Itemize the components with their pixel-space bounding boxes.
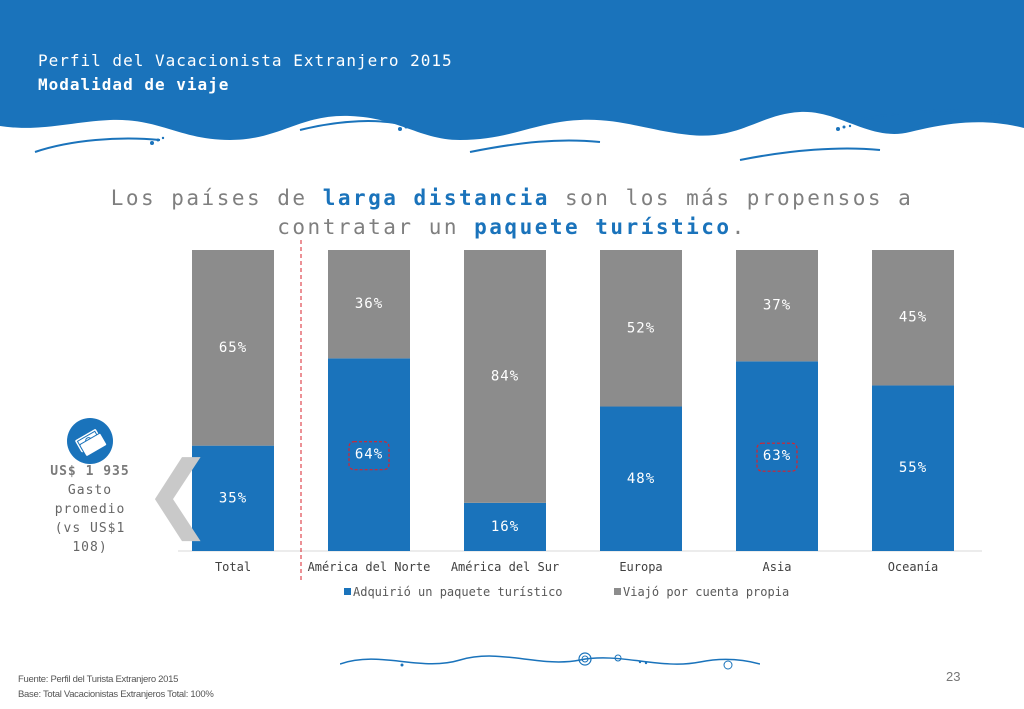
bar-segment (872, 250, 954, 386)
spend-label: Gasto promedio (vs US$1 108) (54, 483, 126, 555)
base-note: Base: Total Vacacionistas Extranjeros To… (18, 689, 214, 700)
category-label: América del Norte (308, 560, 431, 574)
category-label: Oceanía (888, 560, 939, 574)
bar-segment (192, 250, 274, 446)
bar-segment (872, 385, 954, 551)
bar-segment (600, 250, 682, 407)
data-label: 55% (899, 460, 927, 476)
data-label: 52% (627, 320, 655, 336)
money-stack-icon (67, 418, 113, 464)
headline: Los países de larga distancia son los má… (40, 184, 984, 242)
bar-segment (328, 250, 410, 359)
headline-part: Los países de (110, 186, 323, 210)
legend-swatch (614, 588, 621, 595)
category-label: Asia (763, 560, 792, 574)
data-label: 37% (763, 298, 791, 314)
highlight-box (756, 442, 798, 472)
page-number: 23 (946, 669, 961, 684)
bar-segment (736, 361, 818, 551)
bar-segment (600, 406, 682, 551)
footer-wave-decoration (340, 652, 760, 670)
data-label: 63% (763, 448, 791, 464)
data-label: 36% (355, 296, 383, 312)
legend-label: Viajó por cuenta propia (623, 585, 789, 599)
headline-part: son los más propensos a contratar un (277, 186, 914, 239)
section-title: Modalidad de viaje (38, 75, 230, 94)
report-title: Perfil del Vacacionista Extranjero 2015 (38, 51, 453, 70)
bar-segment (736, 250, 818, 362)
bar-segment (464, 502, 546, 551)
headline-highlight: larga distancia (322, 186, 550, 210)
highlight-box (348, 441, 390, 471)
stacked-bar-chart: 35% 65% Total 64% 36% América del Norte 16% 84%… (178, 240, 982, 599)
data-label: 84% (491, 368, 519, 384)
legend-label: Adquirió un paquete turístico (353, 585, 563, 599)
data-label: 35% (219, 490, 247, 506)
legend-swatch (344, 588, 351, 595)
headline-highlight: paquete turístico (474, 215, 732, 239)
category-label: Europa (619, 560, 662, 574)
chevron-left-icon: ❮ (143, 443, 214, 541)
category-label: América del Sur (451, 560, 559, 574)
data-label: 64% (355, 447, 383, 463)
bar-segment (464, 250, 546, 503)
header-wave-banner (0, 0, 1024, 161)
source-note: Fuente: Perfil del Turista Extranjero 20… (18, 674, 179, 685)
bar-segment (192, 445, 274, 551)
data-label: 65% (219, 340, 247, 356)
category-label: Total (215, 560, 251, 574)
spend-amount: US$ 1 935 (50, 464, 130, 479)
average-spend: US$ 1 935 Gasto promedio (vs US$1 108) (40, 462, 140, 557)
data-label: 16% (491, 519, 519, 535)
data-label: 45% (899, 310, 927, 326)
data-label: 48% (627, 471, 655, 487)
headline-part: . (731, 215, 747, 239)
bar-segment (328, 358, 410, 551)
